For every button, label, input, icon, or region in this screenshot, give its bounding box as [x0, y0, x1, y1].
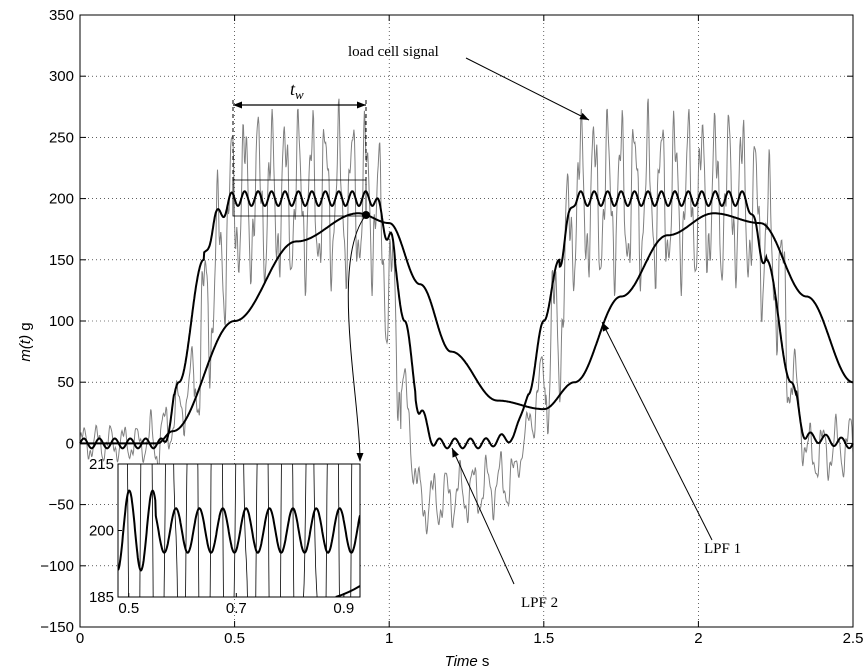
- inset-x-tick-label: 0.5: [118, 600, 139, 617]
- y-tick-label: −150: [40, 619, 74, 636]
- arrow-head: [602, 322, 610, 332]
- y-tick-label: 300: [49, 68, 74, 85]
- inset-y-tick-label: 215: [89, 456, 114, 473]
- y-tick-label: 0: [66, 435, 74, 452]
- y-tick-label: 150: [49, 252, 74, 269]
- inset-plot: 0.5 0.7 0.9 185 200 215: [89, 456, 361, 617]
- annotations: [232, 57, 713, 585]
- arrow-head: [233, 101, 242, 109]
- inset-y-tick-label: 200: [89, 523, 114, 540]
- annotation-lpf2: LPF 2: [521, 595, 558, 611]
- y-tick-label: 250: [49, 129, 74, 146]
- arrow-head: [452, 448, 459, 458]
- inset-x-tick-label: 0.7: [226, 600, 247, 617]
- y-tick-label: 200: [49, 191, 74, 208]
- x-tick-label: 0: [76, 630, 84, 647]
- y-tick-label: −50: [49, 497, 74, 514]
- x-tick-label: 0.5: [224, 630, 245, 647]
- annotation-load-cell: load cell signal: [348, 44, 439, 60]
- arrow-lpf1: [601, 321, 713, 541]
- annotation-tw: tw: [290, 79, 304, 102]
- y-tick-label: 50: [57, 374, 74, 391]
- y-axis-label: m(t) g: [17, 322, 34, 361]
- annotation-lpf1: LPF 1: [704, 541, 741, 557]
- series-layer: [79, 98, 854, 535]
- arrow-load-cell: [465, 57, 590, 121]
- inset-lpf-1: [335, 585, 360, 597]
- x-tick-label: 1: [385, 630, 393, 647]
- plot-frame: [79, 14, 854, 628]
- inset-background: [118, 464, 360, 597]
- inset-y-tick-label: 185: [89, 589, 114, 606]
- series-lpf-2: [79, 190, 854, 450]
- y-tick-label: −100: [40, 558, 74, 575]
- x-tick-label: 1.5: [533, 630, 554, 647]
- x-tick-label: 2: [694, 630, 702, 647]
- x-tick-label: 2.5: [843, 630, 864, 647]
- arrow-head: [356, 453, 364, 462]
- x-axis-label: Time s: [445, 653, 490, 670]
- series-lpf-1: [80, 212, 853, 445]
- zoom-connector: [347, 214, 367, 461]
- arrow-head: [579, 112, 589, 120]
- arrow-head: [357, 101, 366, 109]
- y-tick-label: 100: [49, 313, 74, 330]
- arrow-lpf2: [451, 447, 515, 585]
- tick-labels: 0 0.5 1 1.5 2 2.5 −150 −100 −50 0 50 100 150 200 250 30…: [40, 7, 863, 647]
- inset-lpf-2: [118, 489, 360, 572]
- zoom-window-box: [232, 179, 367, 217]
- inset-x-tick-label: 0.9: [333, 600, 354, 617]
- y-tick-label: 350: [49, 7, 74, 24]
